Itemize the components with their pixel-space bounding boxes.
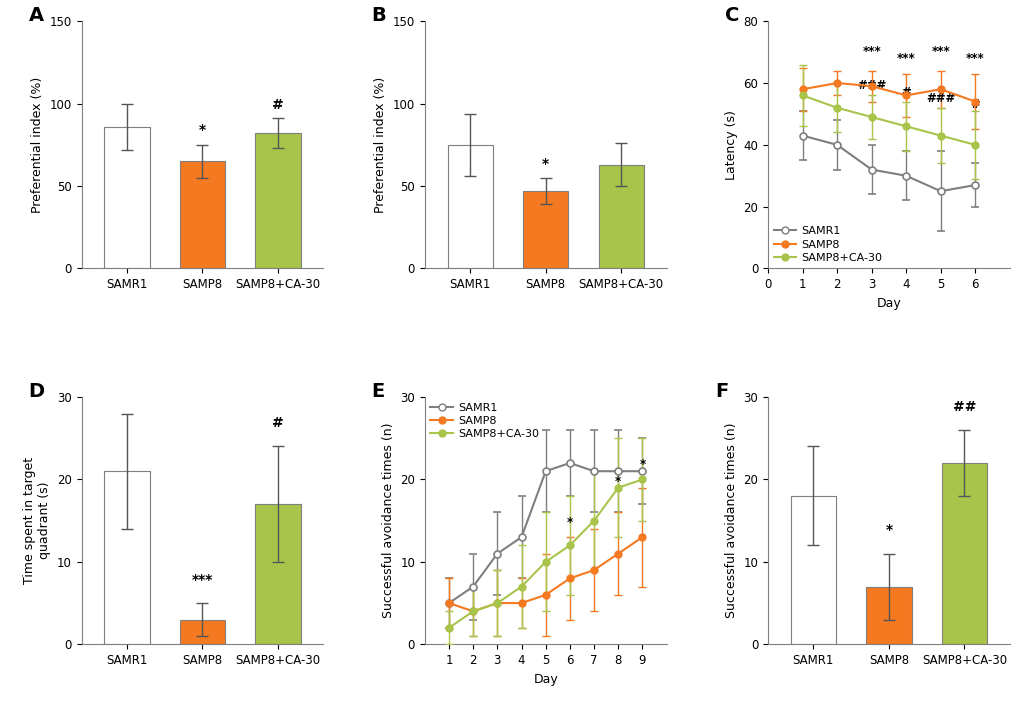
X-axis label: Day: Day bbox=[533, 673, 557, 685]
Text: B: B bbox=[371, 6, 386, 25]
Bar bbox=[447, 145, 492, 268]
Text: A: A bbox=[29, 6, 44, 25]
Bar bbox=[865, 587, 911, 644]
Bar bbox=[790, 496, 836, 644]
Text: ***: *** bbox=[861, 45, 880, 58]
Text: ***: *** bbox=[192, 573, 213, 587]
Text: *: * bbox=[884, 523, 892, 537]
Text: ###: ### bbox=[925, 91, 955, 105]
Y-axis label: Time spent in target
quadrant (s): Time spent in target quadrant (s) bbox=[23, 457, 51, 584]
Text: E: E bbox=[371, 382, 384, 401]
Y-axis label: Successful avoidance times (n): Successful avoidance times (n) bbox=[381, 423, 394, 618]
Text: #: # bbox=[969, 98, 979, 111]
Text: *: * bbox=[199, 122, 206, 137]
Bar bbox=[104, 472, 150, 644]
Y-axis label: Preferential index (%): Preferential index (%) bbox=[374, 76, 387, 213]
Bar bbox=[255, 133, 301, 268]
Text: ##: ## bbox=[952, 399, 975, 413]
Bar bbox=[523, 191, 568, 268]
Y-axis label: Successful avoidance times (n): Successful avoidance times (n) bbox=[725, 423, 737, 618]
Bar bbox=[179, 620, 225, 644]
Text: D: D bbox=[29, 382, 45, 401]
Bar bbox=[179, 161, 225, 268]
Y-axis label: Preferential index (%): Preferential index (%) bbox=[31, 76, 44, 213]
Bar bbox=[941, 463, 986, 644]
Bar bbox=[255, 504, 301, 644]
X-axis label: Day: Day bbox=[875, 297, 901, 310]
Text: ###: ### bbox=[856, 79, 886, 92]
Text: ***: *** bbox=[896, 52, 915, 64]
Text: ***: *** bbox=[965, 52, 983, 64]
Text: *: * bbox=[614, 474, 621, 488]
Legend: SAMR1, SAMP8, SAMP8+CA-30: SAMR1, SAMP8, SAMP8+CA-30 bbox=[772, 227, 881, 263]
Bar bbox=[598, 165, 643, 268]
Text: *: * bbox=[567, 516, 573, 529]
Y-axis label: Latency (s): Latency (s) bbox=[725, 110, 737, 180]
Text: #: # bbox=[272, 98, 283, 112]
Text: #: # bbox=[901, 86, 910, 98]
Text: ***: *** bbox=[930, 45, 949, 58]
Text: #: # bbox=[272, 416, 283, 430]
Text: C: C bbox=[723, 6, 738, 25]
Text: F: F bbox=[714, 382, 728, 401]
Text: *: * bbox=[639, 458, 645, 472]
Text: *: * bbox=[542, 157, 548, 171]
Bar bbox=[104, 127, 150, 268]
Legend: SAMR1, SAMP8, SAMP8+CA-30: SAMR1, SAMP8, SAMP8+CA-30 bbox=[430, 403, 539, 439]
